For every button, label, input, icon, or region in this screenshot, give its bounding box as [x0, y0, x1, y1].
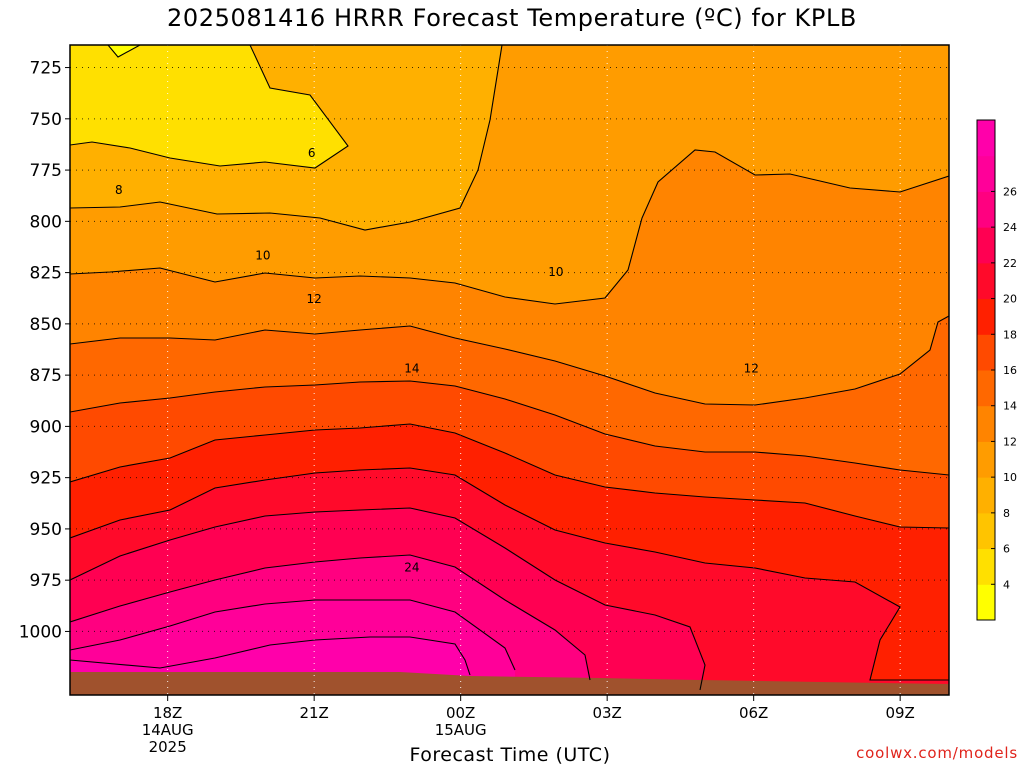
x-tick-sublabel-15AUG: 15AUG [435, 721, 487, 739]
contour-20 [70, 507, 706, 691]
y-tick-label-875: 875 [30, 366, 62, 386]
contour-label-6-0: 6 [308, 146, 316, 160]
contour-8 [70, 45, 503, 231]
colorbar-swatch-0 [977, 584, 995, 621]
colorbar-tick-label-6: 6 [1003, 543, 1010, 556]
x-axis-label: Forecast Time (UTC) [409, 744, 611, 766]
colorbar-tick-label-16: 16 [1003, 364, 1017, 377]
y-tick-label-950: 950 [30, 520, 62, 540]
colorbar-tick-label-8: 8 [1003, 507, 1010, 520]
fill-band-4-6 [70, 45, 348, 168]
x-tick-sublabel-2025: 2025 [149, 738, 187, 756]
ground-surface [70, 672, 949, 695]
colorbar-tick-label-26: 26 [1003, 185, 1017, 198]
x-tick-label-09Z: 09Z [885, 704, 914, 722]
colorbar-swatch-8 [977, 298, 995, 335]
contour-label-14-6: 14 [404, 361, 419, 375]
colorbar-swatch-10 [977, 227, 995, 264]
contour-lines [70, 45, 949, 691]
contour-label-12-4: 12 [307, 292, 322, 306]
colorbar-tick-label-20: 20 [1003, 293, 1017, 306]
chart-title: 2025081416 HRRR Forecast Temperature (ºC… [167, 4, 857, 32]
colorbar: 4 6 8 10 12 14 16 18 20 22 24 26 [976, 119, 1017, 621]
colorbar-swatch-7 [977, 334, 995, 371]
colorbar-tick-label-24: 24 [1003, 221, 1017, 234]
x-tick-label-03Z: 03Z [592, 704, 621, 722]
x-tick-label-21Z: 21Z [299, 704, 328, 722]
y-tick-label-975: 975 [30, 571, 62, 591]
contour-label-10-2: 10 [255, 249, 270, 263]
contour-26 [70, 636, 471, 676]
colorbar-swatch-5 [977, 405, 995, 442]
contour-22 [70, 554, 591, 681]
x-tick-label-18Z: 18Z [153, 704, 182, 722]
contour-label-10-3: 10 [548, 265, 563, 279]
y-tick-label-900: 900 [30, 417, 62, 437]
grid-lines [70, 45, 949, 695]
contour-4 [70, 45, 141, 58]
ground-layer [70, 672, 949, 695]
credit-link[interactable]: coolwx.com/models [856, 744, 1018, 762]
contour-label-24-7: 24 [404, 560, 419, 574]
contour-18 [70, 467, 949, 681]
colorbar-tick-label-10: 10 [1003, 471, 1017, 484]
colorbar-tick-label-14: 14 [1003, 400, 1017, 413]
colorbar-swatch-2 [977, 512, 995, 550]
x-tick-label-06Z: 06Z [739, 704, 768, 722]
contour-6 [70, 45, 349, 169]
plot-frame [69, 44, 950, 696]
pressure-axis: 725 750 775 800 825 850 875 900 925 950 975 1000 [19, 59, 70, 642]
y-tick-label-775: 775 [30, 161, 62, 181]
colorbar-swatch-6 [977, 370, 995, 407]
colorbar-swatch-1 [977, 548, 995, 585]
contour-labels: 6 8 10 10 12 12 14 24 [115, 146, 759, 574]
colorbar-swatch-13 [977, 120, 995, 157]
contour-label-12-5: 12 [744, 361, 759, 375]
contour-10 [70, 149, 949, 305]
contour-12 [70, 315, 949, 406]
y-tick-label-1000: 1000 [19, 622, 62, 642]
y-tick-label-800: 800 [30, 212, 62, 232]
y-tick-label-825: 825 [30, 264, 62, 284]
colorbar-tick-label-22: 22 [1003, 257, 1017, 270]
contour-24 [70, 599, 516, 671]
x-tick-label-00Z: 00Z [446, 704, 475, 722]
colorbar-swatch-4 [977, 441, 995, 478]
contour-label-8-1: 8 [115, 183, 123, 197]
contour-14 [70, 380, 949, 476]
y-tick-label-850: 850 [30, 315, 62, 335]
colorbar-swatch-9 [977, 262, 995, 300]
colorbar-tick-label-4: 4 [1003, 578, 1010, 591]
y-tick-label-750: 750 [30, 110, 62, 130]
temperature-fill-layer [70, 45, 949, 695]
colorbar-swatch-11 [977, 191, 995, 228]
y-tick-label-925: 925 [30, 469, 62, 489]
colorbar-tick-label-18: 18 [1003, 328, 1017, 341]
y-tick-label-725: 725 [30, 59, 62, 79]
colorbar-swatch-12 [977, 155, 995, 192]
x-tick-sublabel-14AUG: 14AUG [142, 721, 194, 739]
contour-16 [70, 423, 949, 529]
colorbar-tick-label-12: 12 [1003, 435, 1017, 448]
colorbar-swatch-3 [977, 477, 995, 514]
